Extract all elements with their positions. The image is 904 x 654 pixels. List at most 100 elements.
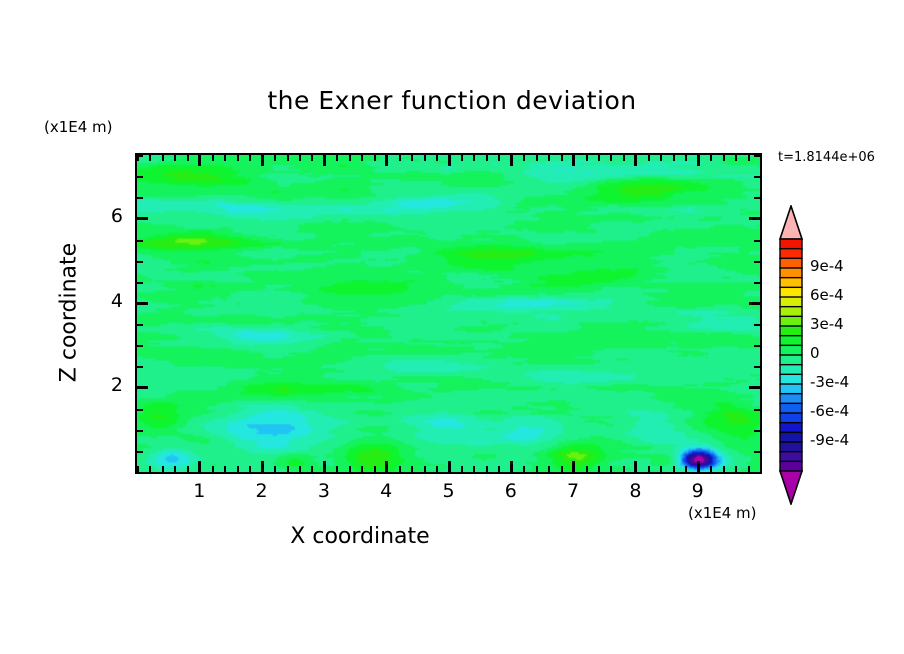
x-minor-tick-top	[162, 155, 164, 161]
x-minor-tick-top	[735, 155, 737, 161]
x-major-tick	[510, 461, 513, 472]
y-minor-tick-right	[754, 451, 760, 453]
x-minor-tick-top	[311, 155, 313, 161]
x-minor-tick	[349, 466, 351, 472]
contour-plot-area	[137, 155, 760, 472]
colorbar-tick-label: 3e-4	[810, 315, 844, 333]
x-major-tick	[385, 461, 388, 472]
x-tick-label: 1	[193, 480, 206, 502]
colorbar-tick-label: 0	[810, 344, 820, 362]
colorbar-swatch	[779, 392, 803, 405]
y-tick-label: 6	[110, 205, 123, 228]
x-tick-label: 3	[317, 480, 330, 502]
x-tick-label: 4	[380, 480, 393, 502]
x-minor-tick-top	[748, 155, 750, 161]
x-minor-tick	[548, 466, 550, 472]
y-minor-tick-right	[754, 261, 760, 263]
colorbar-swatch	[779, 354, 803, 366]
x-minor-tick	[436, 466, 438, 472]
x-minor-tick-top	[224, 155, 226, 161]
x-minor-tick-top	[137, 155, 139, 161]
x-minor-tick	[249, 466, 251, 472]
x-major-tick-top	[634, 155, 637, 166]
x-minor-tick-top	[498, 155, 500, 161]
x-major-tick-top	[385, 155, 388, 166]
y-major-tick	[137, 217, 148, 220]
x-minor-tick	[673, 466, 675, 472]
x-minor-tick	[586, 466, 588, 472]
x-tick-label: 6	[504, 480, 517, 502]
colorbar-swatch	[779, 383, 803, 395]
colorbar-swatch	[779, 441, 803, 453]
x-major-tick-top	[697, 155, 700, 166]
colorbar-tick-label: -9e-4	[810, 431, 850, 449]
colorbar-swatch	[779, 257, 803, 270]
y-minor-tick-right	[754, 430, 760, 432]
colorbar-swatch	[779, 325, 803, 337]
contour-raster	[137, 155, 760, 472]
x-major-tick-top	[261, 155, 264, 166]
x-minor-tick-top	[411, 155, 413, 161]
y-minor-tick-right	[754, 472, 760, 474]
x-major-tick-top	[448, 155, 451, 166]
x-minor-tick	[598, 466, 600, 472]
x-minor-tick	[473, 466, 475, 472]
y-major-tick-right	[749, 386, 760, 389]
colorbar-swatch	[779, 402, 803, 415]
x-minor-tick	[461, 466, 463, 472]
x-minor-tick-top	[237, 155, 239, 161]
x-major-tick-top	[323, 155, 326, 166]
y-minor-tick	[137, 430, 143, 432]
x-minor-tick-top	[673, 155, 675, 161]
chart-title: the Exner function deviation	[267, 86, 637, 115]
y-major-tick-right	[749, 302, 760, 305]
x-minor-tick	[685, 466, 687, 472]
x-minor-tick	[336, 466, 338, 472]
x-minor-tick	[735, 466, 737, 472]
colorbar-swatch	[779, 431, 803, 444]
y-axis-unit-label: (x1E4 m)	[44, 118, 113, 136]
x-minor-tick	[299, 466, 301, 472]
x-minor-tick-top	[174, 155, 176, 161]
x-tick-label: 9	[691, 480, 704, 502]
x-minor-tick-top	[536, 155, 538, 161]
x-minor-tick	[523, 466, 525, 472]
x-minor-tick	[424, 466, 426, 472]
x-major-tick	[448, 461, 451, 472]
x-minor-tick-top	[274, 155, 276, 161]
y-minor-tick	[137, 176, 143, 178]
x-major-tick-top	[198, 155, 201, 166]
contour-field	[137, 155, 760, 472]
y-minor-tick	[137, 451, 143, 453]
x-minor-tick	[287, 466, 289, 472]
colorbar-swatch	[779, 450, 803, 463]
x-minor-tick-top	[374, 155, 376, 161]
x-major-tick-top	[572, 155, 575, 166]
y-minor-tick	[137, 409, 143, 411]
x-minor-tick-top	[610, 155, 612, 161]
x-minor-tick-top	[249, 155, 251, 161]
x-minor-tick-top	[149, 155, 151, 161]
y-major-tick	[137, 302, 148, 305]
x-major-tick	[572, 461, 575, 472]
x-minor-tick-top	[598, 155, 600, 161]
x-minor-tick-top	[461, 155, 463, 161]
x-minor-tick	[760, 466, 762, 472]
x-minor-tick-top	[187, 155, 189, 161]
x-axis-unit-label: (x1E4 m)	[688, 504, 757, 522]
x-minor-tick	[623, 466, 625, 472]
colorbar-swatch	[779, 315, 803, 328]
y-axis-title: Z coordinate	[56, 242, 82, 383]
colorbar-tick-label: 6e-4	[810, 286, 844, 304]
x-minor-tick-top	[523, 155, 525, 161]
x-minor-tick-top	[473, 155, 475, 161]
colorbar-swatch	[779, 460, 803, 473]
y-minor-tick	[137, 197, 143, 199]
colorbar-over-arrow	[778, 203, 804, 240]
x-minor-tick	[486, 466, 488, 472]
x-minor-tick	[224, 466, 226, 472]
x-minor-tick	[610, 466, 612, 472]
y-tick-label: 4	[110, 289, 123, 312]
x-minor-tick-top	[436, 155, 438, 161]
x-minor-tick-top	[723, 155, 725, 161]
